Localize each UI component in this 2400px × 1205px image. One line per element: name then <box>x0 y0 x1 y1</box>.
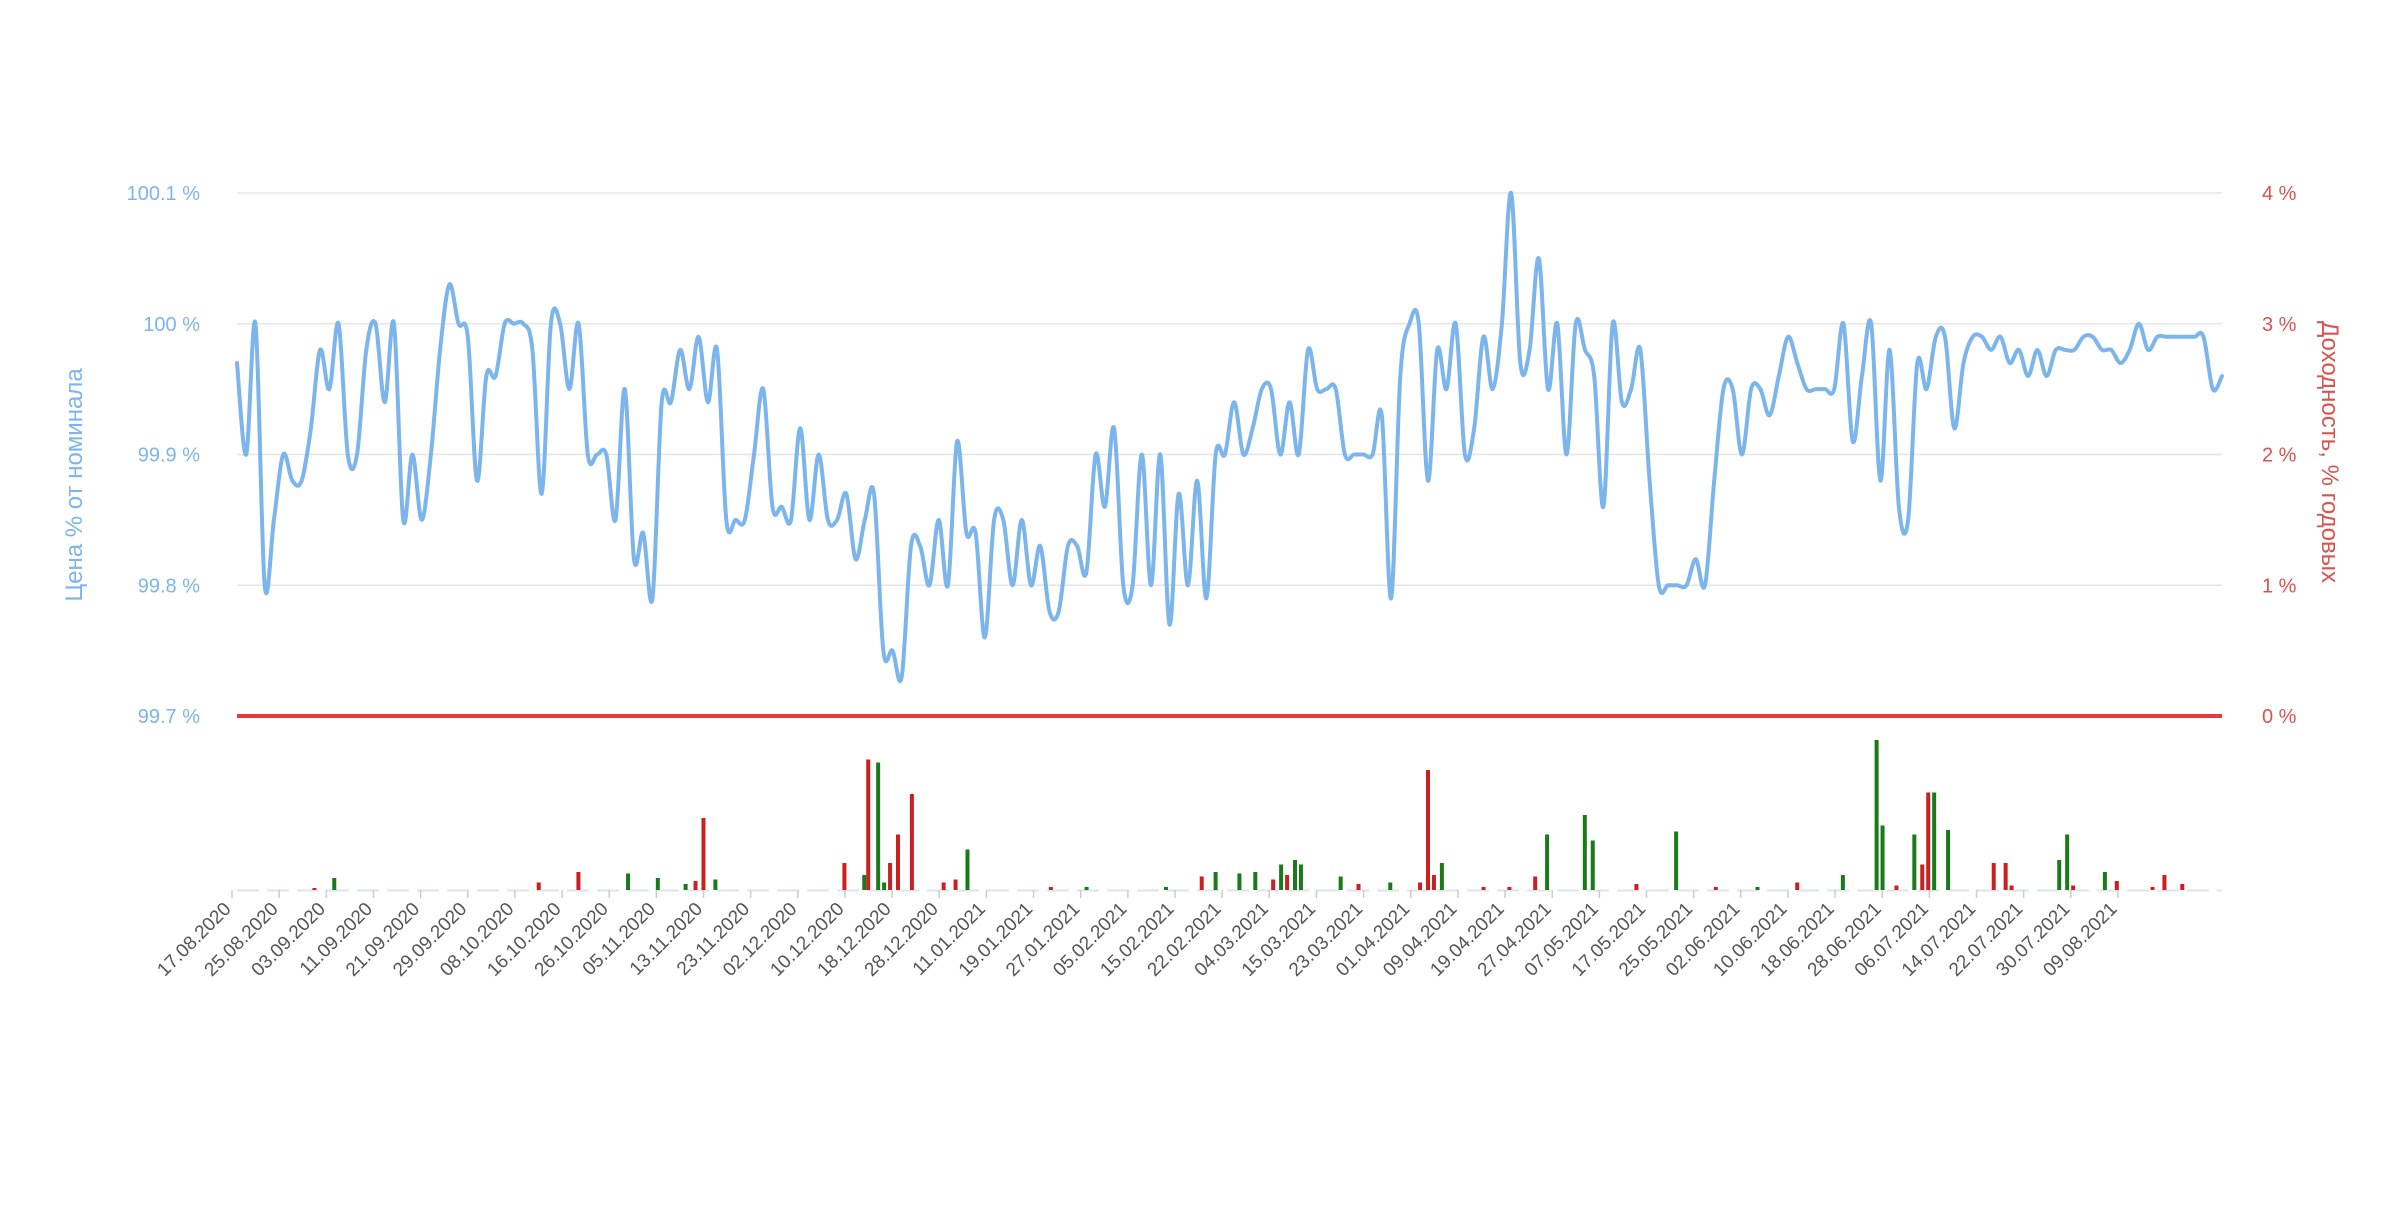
volume-bar <box>1199 876 1204 890</box>
volume-bar <box>882 882 887 890</box>
volume-bar <box>1755 887 1760 890</box>
volume-bar <box>909 794 914 890</box>
volume-bar <box>953 879 958 890</box>
volume-bar <box>2114 881 2119 890</box>
volume-bar <box>888 863 893 890</box>
volume-bar <box>693 881 698 890</box>
volume-bar <box>683 884 688 890</box>
volume-bar <box>941 882 946 890</box>
volume-bar <box>1795 882 1800 890</box>
volume-bar <box>1418 882 1423 890</box>
volume-bar <box>576 872 581 890</box>
right-tick-label: 0 % <box>2262 706 2297 728</box>
volume-bar <box>866 759 871 890</box>
right-axis: 4 % 3 % 2 % 1 % 0 % <box>2262 183 2297 728</box>
right-tick-label: 4 % <box>2262 183 2297 205</box>
volume-bar <box>1507 887 1512 890</box>
volume-bar <box>1084 887 1089 890</box>
x-axis: 17.08.202025.08.202003.09.202011.09.2020… <box>153 890 2122 981</box>
volume-bar <box>1213 872 1218 890</box>
volume-bar <box>876 762 881 890</box>
left-tick-label: 100 % <box>143 314 200 336</box>
volume-bar <box>2180 884 2185 890</box>
volume-bar <box>1874 740 1879 890</box>
volume-bar <box>2162 875 2167 890</box>
left-tick-label: 100.1 % <box>127 183 201 205</box>
left-axis: 100.1 % 100 % 99.9 % 99.8 % 99.7 % <box>127 183 201 728</box>
left-tick-label: 99.7 % <box>138 706 200 728</box>
volume-bar <box>1253 872 1258 890</box>
price-series <box>235 190 2224 718</box>
volume-bar <box>1912 834 1917 890</box>
volume-bar <box>1271 879 1276 890</box>
volume-bar <box>1713 887 1718 890</box>
right-tick-label: 1 % <box>2262 575 2297 597</box>
volume-bar <box>862 875 867 890</box>
volume-bar <box>1932 792 1937 890</box>
volume-bar <box>536 882 541 890</box>
volume-bar <box>1545 834 1550 890</box>
grid-lines <box>237 192 2222 586</box>
volume-bar <box>1926 792 1931 890</box>
volume-bar <box>332 878 337 890</box>
volume-bar <box>1582 815 1587 890</box>
volume-bar <box>2071 885 2076 890</box>
left-tick-label: 99.9 % <box>138 445 200 467</box>
volume-bar <box>713 879 718 890</box>
left-axis-title: Цена % от номинала <box>61 368 88 602</box>
volume-bar <box>1674 831 1679 890</box>
volume-bar <box>1991 863 1996 890</box>
volume-bars <box>237 740 2222 892</box>
volume-bar <box>1634 884 1639 890</box>
volume-bar <box>1298 864 1303 890</box>
volume-bar <box>1237 873 1242 890</box>
volume-bar <box>2057 860 2062 890</box>
volume-bar <box>626 873 631 890</box>
volume-bar <box>1048 887 1053 890</box>
volume-bar <box>1285 875 1290 890</box>
volume-bar <box>1293 860 1298 890</box>
volume-bar <box>1439 863 1444 890</box>
right-tick-label: 3 % <box>2262 314 2297 336</box>
volume-bar <box>1163 887 1168 890</box>
volume-bar <box>1920 864 1925 890</box>
volume-bar <box>1356 884 1361 890</box>
volume-bar <box>2009 885 2014 890</box>
volume-bar <box>1426 770 1430 890</box>
volume-bar <box>965 849 970 890</box>
right-tick-label: 2 % <box>2262 445 2297 467</box>
volume-bar <box>1590 840 1595 890</box>
price-line <box>235 190 2224 683</box>
volume-bar <box>1946 830 1951 890</box>
volume-bar <box>1279 864 1284 890</box>
right-axis-title: Доходность, % годовых <box>2316 321 2343 583</box>
volume-bar <box>2065 834 2070 890</box>
volume-bar <box>312 888 317 890</box>
volume-bar <box>2003 863 2008 890</box>
volume-bar <box>1431 875 1436 890</box>
volume-bar <box>1533 876 1538 890</box>
volume-bar <box>655 878 660 890</box>
volume-bar <box>2102 872 2107 890</box>
volume-bar <box>1338 876 1343 890</box>
volume-bar <box>1840 875 1845 890</box>
volume-bar <box>842 863 847 890</box>
volume-bar <box>701 818 706 890</box>
left-tick-label: 99.8 % <box>138 575 200 597</box>
volume-bar <box>1894 885 1899 890</box>
volume-bar <box>2150 887 2155 890</box>
volume-bar <box>896 834 901 890</box>
volume-bar <box>1388 882 1393 890</box>
volume-bar <box>1880 825 1885 890</box>
volume-bar <box>1481 887 1486 890</box>
